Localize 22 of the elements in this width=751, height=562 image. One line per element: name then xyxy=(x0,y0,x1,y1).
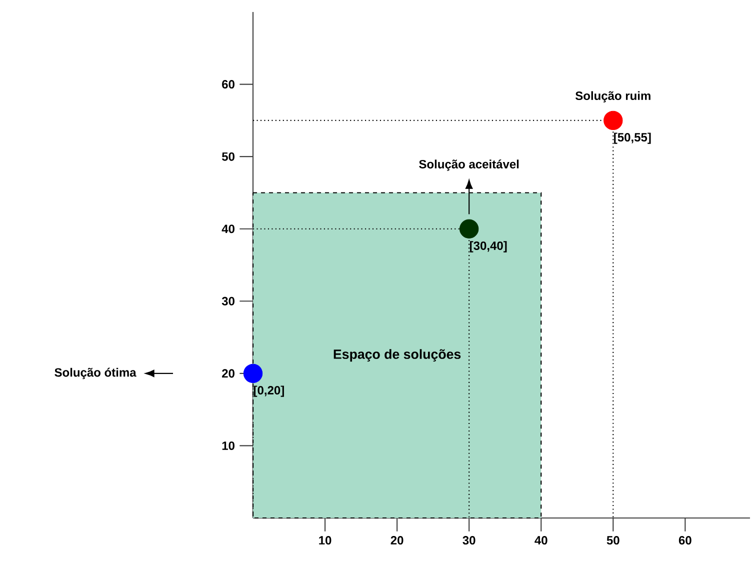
text: Solução ótima xyxy=(54,368,136,380)
annotation: [0,20] xyxy=(254,386,284,397)
point xyxy=(243,364,263,384)
point xyxy=(604,110,623,130)
y-tick-label: 20 xyxy=(222,369,234,378)
x-tick-label: 20 xyxy=(390,536,404,545)
annotation: [50,55] xyxy=(614,132,651,144)
annotation: Solução ruim xyxy=(575,91,650,102)
y-tick-label: 60 xyxy=(222,80,234,89)
x-tick-label: 30 xyxy=(462,536,476,545)
x-tick-label: 60 xyxy=(678,536,692,545)
y-tick-label: 30 xyxy=(222,296,234,306)
y-tick-label: 50 xyxy=(222,152,234,161)
x-tick-label: 10 xyxy=(319,536,332,545)
x-tick-label: 40 xyxy=(534,536,548,545)
y-tick-label: 40 xyxy=(222,224,234,234)
y-tick-label: 10 xyxy=(222,441,234,450)
point xyxy=(459,219,479,238)
x-tick-label: 50 xyxy=(606,536,620,545)
annotation: Solução aceitável xyxy=(419,160,519,171)
series-label: Espaço de soluções xyxy=(334,349,461,362)
annotation: [30,40] xyxy=(470,241,507,252)
